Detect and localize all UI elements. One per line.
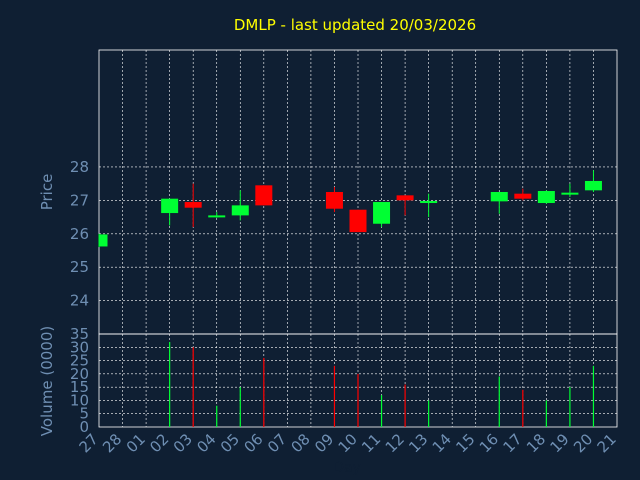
x-tick-label: 15 bbox=[452, 430, 478, 456]
candle-body bbox=[584, 180, 602, 191]
price-tick-label: 26 bbox=[70, 225, 89, 243]
price-tick-label: 28 bbox=[70, 158, 89, 176]
x-tick-label: 10 bbox=[335, 430, 361, 456]
candle-body bbox=[255, 185, 273, 206]
candle-body bbox=[208, 215, 226, 218]
volume-tick-label: 30 bbox=[70, 338, 89, 356]
candle-body bbox=[161, 198, 179, 214]
candle-body bbox=[184, 202, 202, 208]
candle-body bbox=[561, 192, 579, 195]
x-tick-label: 01 bbox=[123, 430, 149, 456]
x-tick-label: 02 bbox=[146, 430, 172, 456]
x-tick-label: 21 bbox=[594, 430, 620, 456]
x-tick-label: 07 bbox=[264, 430, 290, 456]
candle-body bbox=[231, 205, 249, 216]
x-tick-label: 06 bbox=[240, 430, 266, 456]
price-tick-label: 24 bbox=[70, 292, 89, 310]
x-tick-label: 11 bbox=[358, 430, 384, 456]
x-tick-label: 17 bbox=[499, 430, 525, 456]
volume-tick-label: 25 bbox=[70, 352, 89, 370]
x-tick-label: 18 bbox=[523, 430, 549, 456]
volume-tick-label: 35 bbox=[70, 325, 89, 343]
x-tick-label: 05 bbox=[217, 430, 243, 456]
x-tick-label: 16 bbox=[476, 430, 502, 456]
x-tick-label: 20 bbox=[570, 430, 596, 456]
volume-tick-label: 20 bbox=[70, 365, 89, 383]
volume-tick-label: 0 bbox=[79, 418, 89, 436]
candle-body bbox=[349, 209, 367, 233]
candle-body bbox=[537, 190, 555, 204]
x-tick-label: 19 bbox=[547, 430, 573, 456]
candle-body bbox=[99, 234, 108, 247]
plot-layer: 2728010203040506070809101112131415161718… bbox=[70, 49, 620, 456]
x-tick-label: 08 bbox=[288, 430, 314, 456]
x-tick-label: 03 bbox=[170, 430, 196, 456]
price-tick-label: 25 bbox=[70, 258, 89, 276]
price-tick-label: 27 bbox=[70, 191, 89, 209]
candle-body bbox=[490, 192, 508, 202]
volume-tick-label: 15 bbox=[70, 378, 89, 396]
x-tick-label: 14 bbox=[429, 430, 455, 456]
x-tick-label: 13 bbox=[405, 430, 431, 456]
volume-axis-label: Volume (0000) bbox=[38, 326, 56, 436]
price-axis-label: Price bbox=[38, 174, 56, 211]
volume-tick-label: 5 bbox=[79, 405, 89, 423]
x-tick-label: 12 bbox=[382, 430, 408, 456]
candle-body bbox=[420, 201, 438, 204]
day-axis-label: Day bbox=[333, 460, 361, 476]
x-tick-label: 04 bbox=[193, 430, 219, 456]
x-tick-label: 28 bbox=[99, 430, 125, 456]
candle-body bbox=[373, 202, 391, 224]
volume-tick-label: 10 bbox=[70, 391, 89, 409]
candle-body bbox=[325, 192, 343, 209]
candle-body bbox=[514, 193, 532, 199]
candle-body bbox=[396, 195, 414, 201]
chart-title: DMLP - last updated 20/03/2026 bbox=[234, 16, 476, 34]
x-tick-label: 09 bbox=[311, 430, 337, 456]
